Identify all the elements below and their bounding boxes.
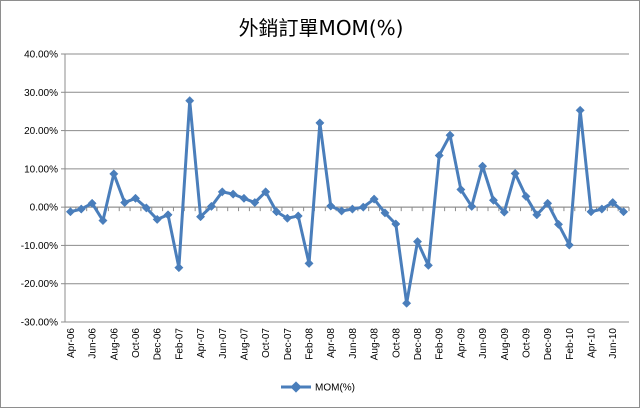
y-tick-label: 10.00% [24,164,58,175]
data-point [76,204,86,214]
series-line [70,99,625,305]
y-tick-label: -10.00% [21,241,58,252]
chart-title: 外銷訂單MOM(%) [239,16,404,40]
y-tick-label: -20.00% [21,279,58,290]
data-point [358,202,368,212]
series-mom [65,96,629,308]
data-point [239,193,249,203]
data-point [619,207,629,217]
x-tick-label: Aug-09 [500,328,511,361]
x-tick-label: Jun-09 [478,328,489,359]
x-tick-label: Apr-06 [66,328,77,358]
x-tick-label: Jun-10 [608,328,619,359]
data-point [315,118,325,128]
data-point [391,219,401,229]
data-point [478,161,488,171]
data-point [65,207,75,217]
data-point [499,207,509,217]
x-tick-label: Aug-06 [109,328,120,361]
x-tick-label: Apr-09 [456,328,467,358]
data-point [228,189,238,199]
data-point [109,169,119,179]
data-point [282,213,292,223]
data-point [87,198,97,208]
y-tick-label: 20.00% [24,126,58,137]
x-tick-label: Jun-07 [218,328,229,359]
data-point [347,204,357,214]
x-tick-label: Dec-09 [543,328,554,361]
data-point [130,193,141,203]
x-tick-label: Oct-08 [391,328,402,358]
x-tick-label: Jun-06 [88,328,99,359]
data-point [380,208,390,218]
x-tick-label: Apr-10 [587,328,598,358]
data-point [271,207,282,217]
gridlines [65,53,629,323]
data-point [120,197,130,208]
data-point [217,187,227,197]
x-tick-label: Oct-06 [131,328,142,358]
data-point [423,260,433,270]
data-point [467,201,477,211]
legend-marker-icon [290,381,302,393]
y-tick-label: -30.00% [21,318,58,329]
data-point [608,197,618,208]
x-tick-label: Feb-07 [174,328,185,360]
legend-label: MOM(%) [315,383,355,394]
x-tick-label: Aug-07 [239,328,250,361]
data-point [521,191,531,201]
data-point [141,203,151,213]
x-tick-label: Dec-07 [283,328,294,361]
data-point [304,258,314,268]
x-tick-label: Oct-09 [521,328,532,358]
y-tick-label: 40.00% [24,50,58,61]
x-tick-label: Aug-08 [370,328,381,361]
data-point [412,237,423,247]
data-point [326,201,336,211]
data-point [369,194,379,204]
x-tick-label: Dec-06 [153,328,164,361]
axes [61,53,630,323]
data-point [196,212,206,222]
data-point [206,201,216,211]
x-tick-label: Feb-10 [565,328,576,360]
data-point [543,198,553,208]
data-point [510,168,520,179]
data-point [174,263,184,273]
data-point [293,211,303,221]
x-tick-label: Feb-09 [435,328,446,360]
data-point [163,210,173,220]
x-tick-label: Oct-07 [261,328,272,358]
data-point [456,184,466,195]
data-point [434,150,444,161]
data-point [445,130,455,140]
x-tick-label: Jun-08 [348,328,359,359]
data-point [564,240,574,250]
data-point [402,298,412,308]
data-point [250,197,260,208]
data-point [553,219,564,229]
data-point [488,195,498,205]
y-axis-tick-labels: 40.00% 30.00% 20.00% 10.00% 0.00% -10.00% -20.… [21,50,58,329]
x-tick-label: Dec-08 [413,328,424,361]
data-point [532,210,542,220]
x-axis-tick-labels: Apr-06 Jun-06 Aug-06 Oct-06 Dec-06 Feb-07 Apr-… [66,328,619,361]
data-point [597,204,607,214]
x-tick-label: Apr-08 [326,328,337,358]
data-point [575,105,585,115]
data-point [261,187,271,197]
data-point [152,214,162,224]
x-tick-label: Apr-07 [196,328,207,358]
data-point [586,207,596,217]
x-tick-label: Feb-08 [305,328,316,360]
data-point [337,206,347,216]
legend: MOM(%) [281,381,355,394]
y-tick-label: 0.00% [30,203,58,214]
data-point [185,96,195,106]
data-point [98,215,108,226]
y-tick-label: 30.00% [24,88,58,99]
